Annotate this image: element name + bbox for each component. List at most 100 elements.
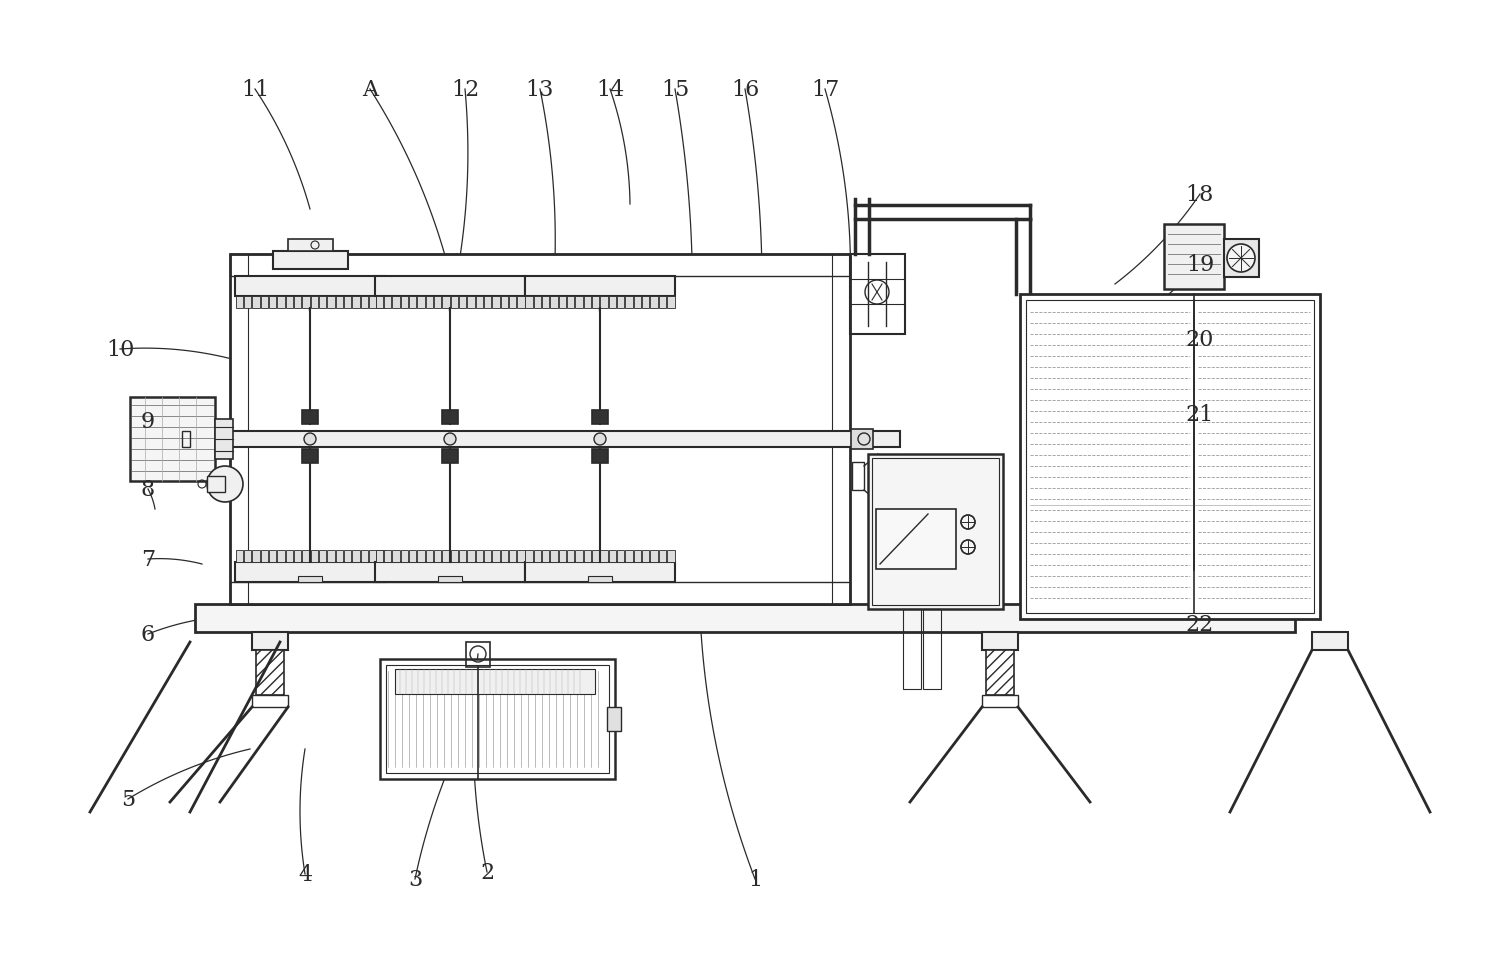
Bar xyxy=(609,551,617,562)
Bar xyxy=(302,551,310,562)
Bar xyxy=(492,297,499,308)
Text: 1: 1 xyxy=(748,868,761,890)
Bar xyxy=(401,297,408,308)
Bar xyxy=(849,255,904,334)
Bar xyxy=(417,297,425,308)
Text: 13: 13 xyxy=(526,79,554,101)
Text: 4: 4 xyxy=(298,863,311,885)
Bar xyxy=(575,551,583,562)
Bar xyxy=(459,551,466,562)
Bar xyxy=(1313,632,1348,651)
Bar xyxy=(584,551,592,562)
Bar xyxy=(609,297,617,308)
Bar xyxy=(361,551,368,562)
Bar xyxy=(876,509,957,570)
Bar xyxy=(459,297,466,308)
Bar xyxy=(526,551,533,562)
Bar xyxy=(286,297,294,308)
Text: 9: 9 xyxy=(142,410,155,432)
Bar xyxy=(252,632,288,651)
Bar xyxy=(508,551,516,562)
Bar xyxy=(273,252,349,270)
Bar xyxy=(524,277,675,297)
Bar xyxy=(268,297,276,308)
Bar xyxy=(633,551,641,562)
Bar xyxy=(550,551,557,562)
Bar xyxy=(575,297,583,308)
Bar xyxy=(568,551,575,562)
Bar xyxy=(302,410,317,425)
Bar xyxy=(130,398,215,481)
Bar xyxy=(484,297,492,308)
Bar xyxy=(668,551,675,562)
Bar xyxy=(244,297,252,308)
Bar xyxy=(195,604,1295,632)
Bar xyxy=(344,551,352,562)
Circle shape xyxy=(207,466,243,503)
Bar xyxy=(294,551,301,562)
Bar xyxy=(361,297,368,308)
Bar xyxy=(277,297,285,308)
Bar xyxy=(484,551,492,562)
Bar xyxy=(261,551,268,562)
Bar xyxy=(668,297,675,308)
Bar xyxy=(559,551,566,562)
Bar xyxy=(589,577,612,582)
Bar xyxy=(443,450,457,463)
Bar xyxy=(384,297,392,308)
Bar xyxy=(617,297,624,308)
Bar xyxy=(659,297,666,308)
Text: 7: 7 xyxy=(142,549,155,571)
Bar xyxy=(903,609,921,689)
Text: 12: 12 xyxy=(451,79,480,101)
Bar xyxy=(310,551,317,562)
Circle shape xyxy=(858,433,870,446)
Circle shape xyxy=(595,433,606,446)
Bar xyxy=(466,642,490,667)
Bar xyxy=(207,477,225,492)
Bar xyxy=(617,551,624,562)
Bar xyxy=(568,297,575,308)
Text: 21: 21 xyxy=(1186,404,1214,426)
Text: 19: 19 xyxy=(1186,254,1214,276)
Bar xyxy=(375,277,524,297)
Bar xyxy=(377,551,384,562)
Bar xyxy=(375,297,383,308)
Bar xyxy=(468,551,474,562)
Bar xyxy=(401,551,408,562)
Text: 14: 14 xyxy=(596,79,624,101)
Bar xyxy=(606,707,621,731)
Bar xyxy=(443,297,450,308)
Bar xyxy=(651,297,657,308)
Bar xyxy=(434,297,441,308)
Bar xyxy=(384,551,392,562)
Bar xyxy=(592,450,608,463)
Text: 18: 18 xyxy=(1186,184,1214,206)
Bar xyxy=(600,551,608,562)
Bar xyxy=(542,551,550,562)
Bar xyxy=(298,577,322,582)
Bar xyxy=(191,431,900,448)
Bar xyxy=(633,297,641,308)
Bar xyxy=(450,297,457,308)
Bar xyxy=(335,297,343,308)
Circle shape xyxy=(304,433,316,446)
Bar xyxy=(592,297,599,308)
Bar xyxy=(229,255,849,604)
Bar xyxy=(524,562,675,582)
Bar xyxy=(642,551,650,562)
Text: 16: 16 xyxy=(732,79,758,101)
Bar xyxy=(229,255,247,604)
Bar xyxy=(831,255,849,604)
Bar xyxy=(450,551,457,562)
Bar xyxy=(261,297,268,308)
Bar xyxy=(659,551,666,562)
Circle shape xyxy=(1226,245,1255,273)
Bar xyxy=(235,277,384,297)
Bar xyxy=(517,551,524,562)
Bar xyxy=(417,551,425,562)
Bar xyxy=(408,551,416,562)
Bar xyxy=(592,410,608,425)
Bar xyxy=(277,551,285,562)
Bar xyxy=(244,551,252,562)
